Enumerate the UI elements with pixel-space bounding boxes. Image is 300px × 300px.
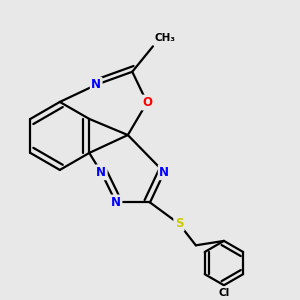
Text: N: N bbox=[91, 78, 101, 91]
Text: S: S bbox=[175, 217, 183, 230]
Text: O: O bbox=[142, 96, 152, 109]
Text: N: N bbox=[96, 166, 106, 179]
Text: Cl: Cl bbox=[218, 288, 230, 298]
Text: N: N bbox=[159, 166, 169, 179]
Text: N: N bbox=[111, 196, 121, 209]
Text: CH₃: CH₃ bbox=[154, 33, 176, 43]
